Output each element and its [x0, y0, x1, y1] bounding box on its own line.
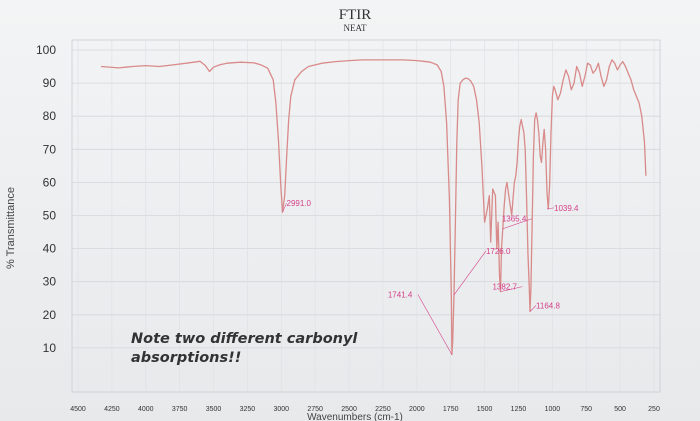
x-tick-label: 3000 — [274, 406, 290, 413]
peak-label: 1164.8 — [536, 301, 560, 310]
y-tick-label: 50 — [43, 209, 57, 223]
x-axis-label: Wavenumbers (cm-1) — [307, 412, 403, 421]
plot-grid — [71, 39, 661, 393]
x-tick-label: 500 — [614, 406, 626, 413]
y-tick-label: 100 — [36, 43, 56, 57]
y-tick-label: 30 — [43, 275, 57, 289]
x-tick-label: 4500 — [70, 406, 86, 413]
peak-label: 1365.4 — [502, 215, 527, 224]
y-axis-label: % Transmittance — [5, 187, 17, 269]
x-tick-label: 1250 — [511, 406, 527, 413]
plot-border — [71, 39, 661, 393]
x-tick-label: 4250 — [104, 406, 120, 413]
peak-leader-line — [546, 207, 555, 210]
note-line: absorptions!! — [131, 350, 241, 366]
note-line: Note two different carbonyl — [131, 331, 358, 347]
x-tick-label: 750 — [580, 406, 592, 413]
y-tick-label: 40 — [43, 242, 57, 256]
peak-leader-line — [282, 203, 287, 213]
peak-label: 2991.0 — [287, 199, 312, 208]
x-tick-label: 3250 — [240, 406, 256, 413]
peak-label: 1726.0 — [486, 247, 511, 256]
chart-title: FTIR — [339, 7, 372, 23]
chart-subtitle: NEAT — [344, 23, 367, 33]
y-tick-label: 70 — [43, 142, 57, 156]
x-tick-label: 2750 — [307, 406, 323, 413]
peak-label: 1382.7 — [492, 283, 517, 292]
x-tick-label: 1500 — [477, 406, 493, 413]
y-tick-label: 60 — [43, 175, 57, 189]
peak-leader-line — [502, 218, 532, 230]
peak-leader-line — [529, 305, 537, 312]
peak-label: 1741.4 — [388, 291, 413, 300]
x-tick-label: 4000 — [138, 406, 154, 413]
peak-leader-line — [417, 294, 453, 355]
y-tick-label: 10 — [43, 341, 57, 355]
x-tick-labels: 4500 4250 4000 3750 3500 3250 3000 2750 2500 2250… — [70, 406, 660, 413]
x-tick-label: 3750 — [172, 406, 188, 413]
peak-labels: 2991.0 1741.4 1726.0 1365.4 1382.7 1164.8 1039… — [282, 199, 579, 355]
y-tick-labels: 100 90 80 70 60 50 40 30 20 10 — [36, 43, 56, 355]
y-tick-label: 80 — [43, 109, 57, 123]
spectrum-line — [100, 59, 647, 356]
x-tick-label: 2250 — [375, 406, 391, 413]
y-tick-label: 90 — [43, 76, 57, 90]
x-tick-label: 1000 — [545, 406, 561, 413]
x-tick-label: 2500 — [341, 406, 357, 413]
x-tick-label: 1750 — [443, 406, 459, 413]
peak-leader-line — [500, 286, 523, 292]
peak-leader-line — [453, 250, 487, 296]
x-tick-label: 3500 — [206, 406, 222, 413]
x-tick-label: 2000 — [409, 406, 425, 413]
x-tick-label: 250 — [648, 406, 660, 413]
carbonyl-note: Note two different carbonyl absorptions!! — [131, 331, 358, 366]
y-tick-label: 20 — [43, 308, 57, 322]
peak-label: 1039.4 — [554, 204, 579, 213]
